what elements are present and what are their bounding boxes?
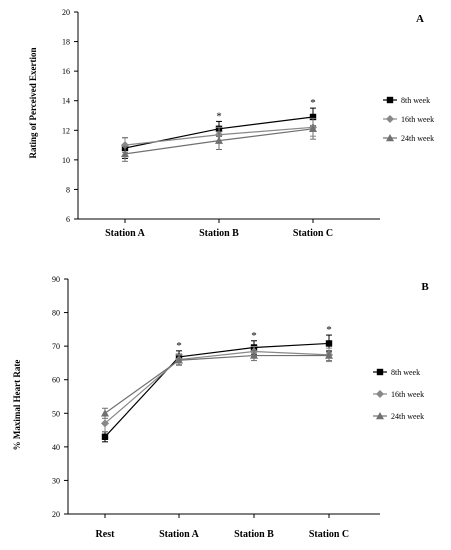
data-point (215, 136, 223, 144)
x-tick-label: Station B (234, 529, 274, 540)
significance-marker: * (310, 97, 316, 109)
data-point (101, 409, 109, 417)
x-tick-label: Station C (293, 228, 333, 239)
legend: 8th week 16th week 24th week (383, 96, 434, 143)
series-line (104, 350, 330, 424)
data-point (101, 433, 109, 440)
legend-swatch-marker (376, 390, 384, 398)
x-tick-label: Station A (159, 529, 200, 540)
y-tick-label: 90 (52, 275, 60, 284)
series-16th-week (101, 345, 333, 433)
legend-swatch-marker (376, 412, 384, 420)
x-tick-label: Rest (96, 529, 116, 540)
data-point (325, 340, 333, 347)
legend: 8th week 16th week 24th week (373, 368, 424, 421)
x-tick-label: Station A (105, 228, 146, 239)
chart-panel-a: 6 8 10 12 14 16 18 20 Station A Station B Station … (28, 8, 434, 239)
data-point (175, 356, 183, 364)
x-tick-label: Station B (199, 228, 239, 239)
data-point (309, 124, 317, 133)
legend-label: 24th week (401, 134, 434, 143)
y-tick-label: 20 (52, 510, 60, 519)
series-8th-week (101, 334, 333, 443)
legend-label: 8th week (391, 368, 420, 377)
significance-marker: * (176, 340, 182, 352)
panel-label: A (416, 13, 424, 25)
legend-label: 8th week (401, 96, 430, 105)
data-point (250, 351, 258, 359)
y-tick-label: 80 (52, 309, 60, 318)
legend-label: 16th week (391, 390, 424, 399)
legend-swatch-marker (376, 368, 384, 376)
data-point (101, 419, 109, 428)
y-tick-label: 50 (52, 409, 60, 418)
series-24th-week (101, 350, 333, 419)
y-tick-label: 40 (52, 443, 60, 452)
y-tick-label: 20 (62, 8, 70, 17)
x-tick-label: Station C (309, 529, 349, 540)
y-tick-label: 60 (52, 376, 60, 385)
y-tick-label: 14 (62, 97, 70, 106)
y-tick-label: 10 (62, 156, 70, 165)
y-tick-label: 18 (62, 38, 70, 47)
series-line (104, 342, 330, 438)
y-tick-label: 8 (66, 185, 70, 194)
data-point (121, 141, 129, 150)
significance-marker: * (326, 324, 332, 336)
significance-marker: * (251, 330, 257, 342)
y-tick-label: 6 (66, 215, 70, 224)
series-line (104, 354, 329, 414)
y-tick-label: 12 (62, 126, 70, 135)
y-tick-label: 16 (62, 67, 70, 76)
significance-marker: * (216, 110, 222, 122)
panel-label: B (421, 281, 429, 293)
data-point (309, 113, 317, 121)
y-axis-title: % Maximal Heart Rate (12, 360, 22, 451)
series-24th-week (121, 117, 317, 162)
data-point (325, 351, 333, 359)
chart-panel-b: 20 30 40 50 60 70 80 90 Rest Station A Station B St… (12, 275, 429, 540)
legend-swatch-marker (386, 96, 394, 104)
legend-swatch-marker (386, 115, 394, 123)
legend-swatch-marker (386, 134, 394, 142)
y-axis-title: Rating of Perceived Exertion (28, 47, 38, 158)
data-point (121, 149, 129, 158)
y-tick-label: 70 (52, 342, 60, 351)
y-tick-label: 30 (52, 476, 60, 485)
legend-label: 24th week (391, 412, 424, 421)
legend-label: 16th week (401, 115, 434, 124)
